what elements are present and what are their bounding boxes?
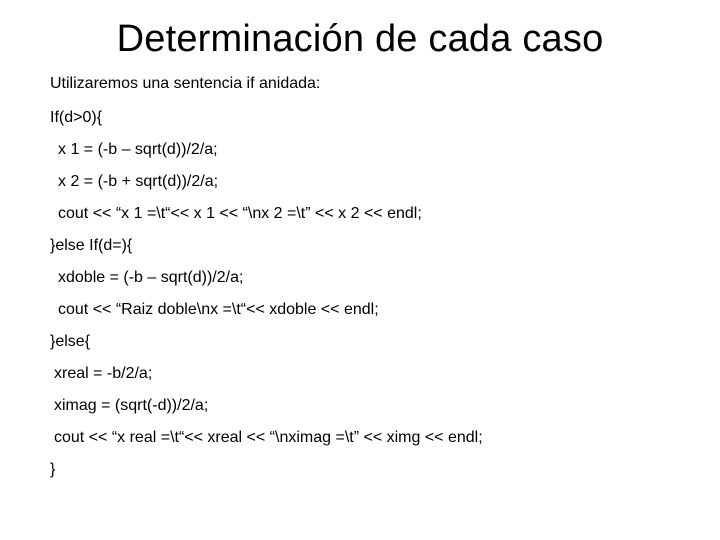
code-line: x 1 = (-b – sqrt(d))/2/a; bbox=[50, 141, 670, 159]
code-line: cout << “Raiz doble\nx =\t“<< xdoble << … bbox=[50, 301, 670, 319]
code-line: }else{ bbox=[50, 333, 670, 351]
code-line: x 2 = (-b + sqrt(d))/2/a; bbox=[50, 173, 670, 191]
code-line: ximag = (sqrt(-d))/2/a; bbox=[50, 397, 670, 415]
slide: Determinación de cada caso Utilizaremos … bbox=[0, 0, 720, 540]
code-line: cout << “x 1 =\t“<< x 1 << “\nx 2 =\t” <… bbox=[50, 205, 670, 223]
intro-text: Utilizaremos una sentencia if anidada: bbox=[50, 75, 670, 93]
code-line: If(d>0){ bbox=[50, 109, 670, 127]
slide-title: Determinación de cada caso bbox=[50, 18, 670, 61]
code-line: } bbox=[50, 461, 670, 479]
code-line: }else If(d=){ bbox=[50, 237, 670, 255]
code-block: If(d>0){ x 1 = (-b – sqrt(d))/2/a; x 2 = (… bbox=[50, 109, 670, 479]
code-line: xdoble = (-b – sqrt(d))/2/a; bbox=[50, 269, 670, 287]
code-line: cout << “x real =\t“<< xreal << “\nximag… bbox=[50, 429, 670, 447]
code-line: xreal = -b/2/a; bbox=[50, 365, 670, 383]
